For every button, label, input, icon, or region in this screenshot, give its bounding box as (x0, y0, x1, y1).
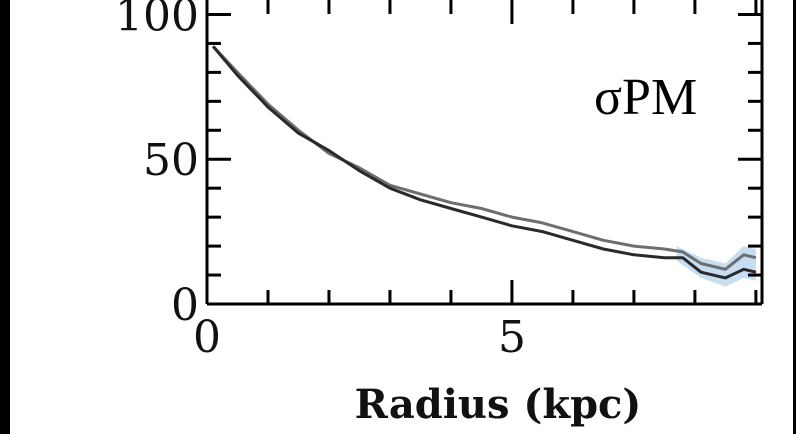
x-axis-title: Radius (kpc) (355, 381, 642, 428)
series-line-2 (211, 45, 757, 280)
y-tick-label: 100 (115, 0, 199, 41)
chart-panel (10, 0, 793, 434)
y-tick-label: 0 (171, 280, 199, 331)
x-tick-label: 5 (498, 312, 526, 363)
panel-annotation: σPM (594, 69, 697, 126)
x-tick-label: 0 (193, 312, 221, 363)
y-tick-label: 50 (143, 135, 199, 186)
